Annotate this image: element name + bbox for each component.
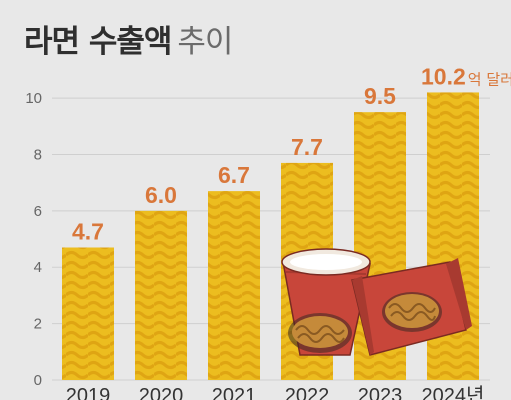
x-tick-label: 2021: [212, 385, 257, 400]
bar-texture: [62, 247, 114, 380]
y-tick-label: 2: [34, 316, 42, 333]
data-label: 7.7: [291, 134, 323, 160]
data-label: 6.7: [218, 162, 250, 188]
bar-texture: [208, 191, 260, 380]
x-axis-ticks: 2019 2020 2021 2022 2023 2024년: [66, 384, 485, 400]
data-label: 6.0: [145, 182, 177, 208]
y-tick-label: 0: [34, 372, 42, 389]
unit-label: 억 달러: [468, 70, 511, 88]
instant-noodle-cup-and-pack-icon: [281, 248, 472, 356]
data-label: 4.7: [72, 219, 104, 245]
y-tick-label: 6: [34, 203, 42, 220]
y-tick-label: 4: [34, 259, 42, 276]
data-label: 9.5: [364, 83, 396, 109]
data-label: 10.2 억 달러: [421, 63, 511, 89]
y-tick-label: 10: [25, 90, 42, 107]
x-tick-label: 2020: [139, 385, 184, 400]
chart-title-main: 라면 수출액: [24, 24, 172, 60]
chart-title: 라면 수출액 추이: [24, 16, 233, 61]
x-tick-label: 2019: [66, 385, 111, 400]
y-tick-label: 8: [34, 146, 42, 163]
y-axis-ticks: 0 2 4 6 8 10: [25, 90, 42, 389]
bar-texture: [135, 210, 187, 380]
chart-title-sub: 추이: [177, 24, 233, 60]
x-tick-label: 2022: [285, 385, 330, 400]
x-tick-label: 2023: [358, 385, 403, 400]
grid-lines: [52, 97, 490, 381]
x-tick-label: 2024년: [422, 384, 485, 400]
